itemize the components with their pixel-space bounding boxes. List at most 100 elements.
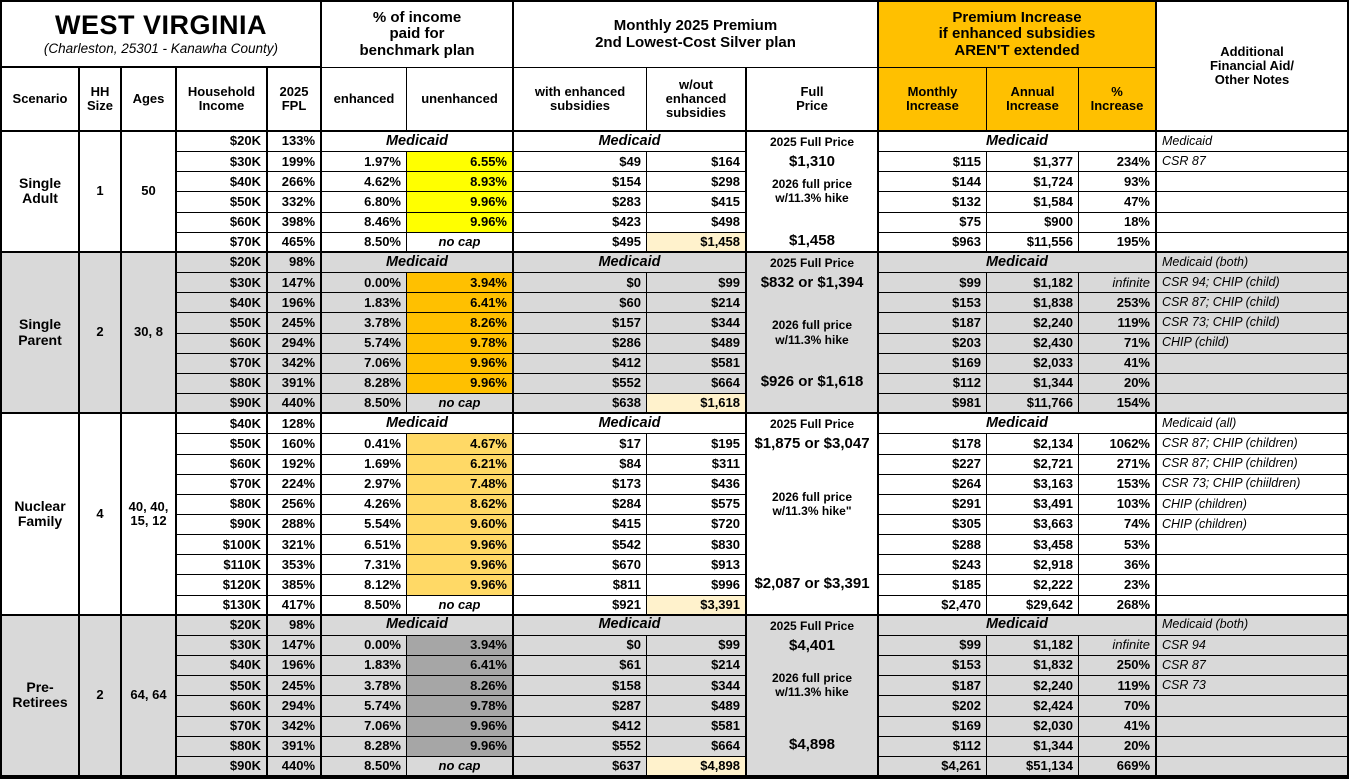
- premium-with-subsidies-cell: $173: [514, 474, 647, 495]
- fpl-cell: 385%: [268, 575, 322, 596]
- unenhanced-pct-cell: 9.96%: [407, 373, 514, 395]
- premium-with-subsidies-cell: $552: [514, 736, 647, 757]
- premium-with-subsidies-cell: $60: [514, 293, 647, 314]
- income-cell: $20K: [177, 132, 268, 153]
- pct-increase-cell: 47%: [1079, 192, 1157, 213]
- income-cell: $20K: [177, 252, 268, 274]
- annual-increase-cell: $900: [987, 212, 1079, 233]
- annual-increase-cell: $11,766: [987, 394, 1079, 415]
- annual-increase-cell: $11,556: [987, 232, 1079, 253]
- premium-without-subsidies-cell: $344: [647, 313, 747, 334]
- monthly-increase-cell: $2,470: [879, 595, 987, 616]
- fpl-cell: 128%: [268, 414, 322, 435]
- full-price-value: $1,458: [789, 232, 835, 250]
- premium-with-subsidies-cell: $0: [514, 635, 647, 657]
- unenhanced-pct-cell: no cap: [407, 394, 514, 415]
- full-price-cell: 2025 Full Price $1,310 2026 full price w/1…: [747, 132, 879, 253]
- fpl-cell: 147%: [268, 273, 322, 294]
- pct-increase-cell: 153%: [1079, 474, 1157, 495]
- notes-cell: CSR 87; CHIP (children): [1157, 434, 1347, 455]
- monthly-increase-cell: $144: [879, 172, 987, 193]
- premium-with-subsidies-cell: $670: [514, 555, 647, 576]
- notes-cell: [1157, 595, 1347, 616]
- medicaid-merged-cell: Medicaid: [322, 132, 514, 153]
- medicaid-merged-cell: Medicaid: [879, 132, 1157, 153]
- premium-with-subsidies-cell: $157: [514, 313, 647, 334]
- premium-with-subsidies-cell: $552: [514, 373, 647, 395]
- notes-cell: Medicaid (both): [1157, 252, 1347, 274]
- enhanced-pct-cell: 4.26%: [322, 494, 407, 515]
- annual-increase-cell: $2,134: [987, 434, 1079, 455]
- annual-increase-cell: $2,721: [987, 454, 1079, 475]
- enhanced-pct-cell: 8.12%: [322, 575, 407, 596]
- annual-increase-cell: $2,424: [987, 696, 1079, 717]
- unenhanced-pct-cell: 9.96%: [407, 736, 514, 757]
- scenario-name: Nuclear Family: [2, 414, 80, 616]
- state-title: WEST VIRGINIA: [54, 9, 267, 40]
- annual-increase-cell: $1,832: [987, 656, 1079, 677]
- premium-without-subsidies-cell: $415: [647, 192, 747, 213]
- notes-cell: [1157, 575, 1347, 596]
- unenhanced-pct-cell: 9.60%: [407, 514, 514, 536]
- fpl-cell: 342%: [268, 716, 322, 737]
- fpl-cell: 256%: [268, 494, 322, 515]
- unenhanced-pct-cell: 3.94%: [407, 273, 514, 294]
- monthly-increase-cell: $153: [879, 656, 987, 677]
- monthly-increase-cell: $153: [879, 293, 987, 314]
- premium-without-subsidies-cell: $498: [647, 212, 747, 233]
- income-cell: $80K: [177, 494, 268, 515]
- medicaid-merged-cell: Medicaid: [514, 252, 747, 274]
- full-price-cell: 2025 Full Price $1,875 or $3,047 2026 full…: [747, 414, 879, 616]
- monthly-increase-cell: $202: [879, 696, 987, 717]
- notes-cell: CSR 87: [1157, 152, 1347, 173]
- premium-with-subsidies-cell: $284: [514, 494, 647, 515]
- premium-without-subsidies-cell: $489: [647, 696, 747, 717]
- pct-increase-cell: 18%: [1079, 212, 1157, 233]
- annual-increase-cell: $2,240: [987, 313, 1079, 334]
- scenario-hh-size: 2: [80, 252, 122, 415]
- full-price-cell: 2025 Full Price $4,401 2026 full price w/1…: [747, 615, 879, 777]
- unenhanced-pct-cell: 8.93%: [407, 172, 514, 193]
- medicaid-merged-cell: Medicaid: [879, 252, 1157, 274]
- annual-increase-cell: $3,163: [987, 474, 1079, 495]
- scenario-ages: 64, 64: [122, 615, 177, 777]
- income-cell: $40K: [177, 293, 268, 314]
- premium-without-subsidies-cell: $1,458: [647, 232, 747, 253]
- pct-increase-cell: 53%: [1079, 535, 1157, 556]
- premium-with-subsidies-cell: $287: [514, 696, 647, 717]
- unenhanced-pct-cell: 9.96%: [407, 192, 514, 213]
- annual-increase-cell: $1,838: [987, 293, 1079, 314]
- fpl-cell: 288%: [268, 514, 322, 536]
- premium-without-subsidies-cell: $664: [647, 736, 747, 757]
- income-cell: $70K: [177, 716, 268, 737]
- pct-increase-cell: 268%: [1079, 595, 1157, 616]
- full-price-value: $1,875 or $3,047: [754, 435, 870, 453]
- enhanced-pct-cell: 3.78%: [322, 313, 407, 334]
- fpl-cell: 266%: [268, 172, 322, 193]
- full-price-note: 2026 full price w/11.3% hike: [771, 671, 853, 700]
- premium-with-subsidies-cell: $637: [514, 756, 647, 777]
- fpl-cell: 332%: [268, 192, 322, 213]
- income-cell: $70K: [177, 474, 268, 495]
- unenhanced-pct-cell: 3.94%: [407, 635, 514, 657]
- annual-increase-cell: $3,663: [987, 514, 1079, 536]
- premium-without-subsidies-cell: $214: [647, 293, 747, 314]
- premium-with-subsidies-cell: $84: [514, 454, 647, 475]
- full-price-note: 2025 Full Price: [769, 255, 855, 270]
- full-price-note: 2026 full price w/11.3% hike: [771, 177, 853, 206]
- medicaid-merged-cell: Medicaid: [879, 414, 1157, 435]
- full-price-note: 2026 full price w/11.3% hike: [771, 318, 853, 347]
- monthly-increase-cell: $115: [879, 152, 987, 173]
- pct-increase-cell: 253%: [1079, 293, 1157, 314]
- unenhanced-pct-cell: 9.96%: [407, 555, 514, 576]
- income-cell: $70K: [177, 353, 268, 374]
- premium-with-subsidies-cell: $415: [514, 514, 647, 536]
- income-cell: $100K: [177, 535, 268, 556]
- fpl-cell: 98%: [268, 252, 322, 274]
- unenhanced-pct-cell: no cap: [407, 232, 514, 253]
- notes-cell: [1157, 736, 1347, 757]
- unenhanced-pct-cell: 4.67%: [407, 434, 514, 455]
- state-header: WEST VIRGINIA (Charleston, 25301 - Kanaw…: [2, 2, 322, 68]
- enhanced-pct-cell: 0.41%: [322, 434, 407, 455]
- notes-cell: CHIP (children): [1157, 514, 1347, 536]
